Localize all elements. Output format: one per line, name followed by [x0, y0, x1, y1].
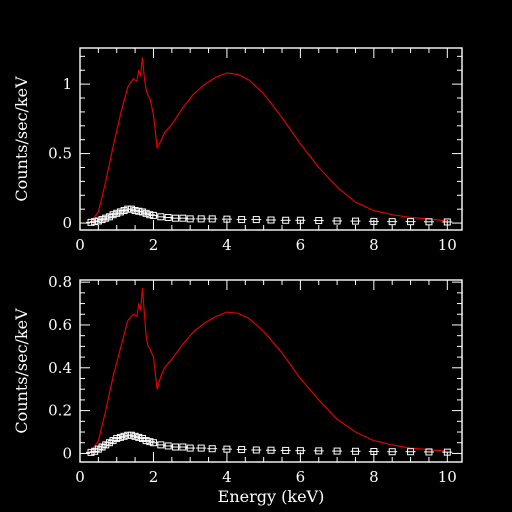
x-tick-label: 0: [75, 468, 85, 486]
y-axis-label: Counts/sec/keV: [12, 308, 31, 434]
x-tick-label: 6: [296, 468, 306, 486]
x-tick-label: 2: [149, 236, 159, 254]
y-axis-label: Counts/sec/keV: [12, 76, 31, 202]
x-tick-label: 6: [296, 236, 306, 254]
lower-spectrum-panel: 0 2 4 6 8 10 0 0.2 0.4 0.6 0.8 Counts/sec/keV Energy…: [12, 273, 463, 506]
x-tick-label: 10: [438, 236, 457, 254]
x-tick-label: 10: [438, 468, 457, 486]
y-tick-label: 0: [62, 214, 72, 232]
y-tick-label: 0.6: [48, 316, 72, 334]
model-curve: [90, 57, 448, 223]
y-tick-label: 0.4: [48, 359, 72, 377]
upper-spectrum-panel: 0 2 4 6 8 10 0 0.5 1 Counts/sec/keV: [12, 47, 463, 254]
y-tick-label: 0.5: [48, 145, 72, 163]
model-curve: [90, 288, 448, 452]
x-tick-label: 8: [369, 468, 379, 486]
x-tick-label: 0: [75, 236, 85, 254]
x-tick-label: 2: [149, 468, 159, 486]
plot-frame: [79, 279, 463, 463]
x-tick-label: 4: [222, 236, 232, 254]
x-axis-label: Energy (keV): [218, 487, 325, 506]
y-tick-label: 0: [62, 444, 72, 462]
y-tick-label: 0.2: [48, 402, 72, 420]
y-tick-label: 0.8: [48, 273, 72, 291]
y-tick-label: 1: [62, 75, 72, 93]
plot-frame: [79, 47, 463, 231]
x-tick-label: 8: [369, 236, 379, 254]
x-tick-label: 4: [222, 468, 232, 486]
